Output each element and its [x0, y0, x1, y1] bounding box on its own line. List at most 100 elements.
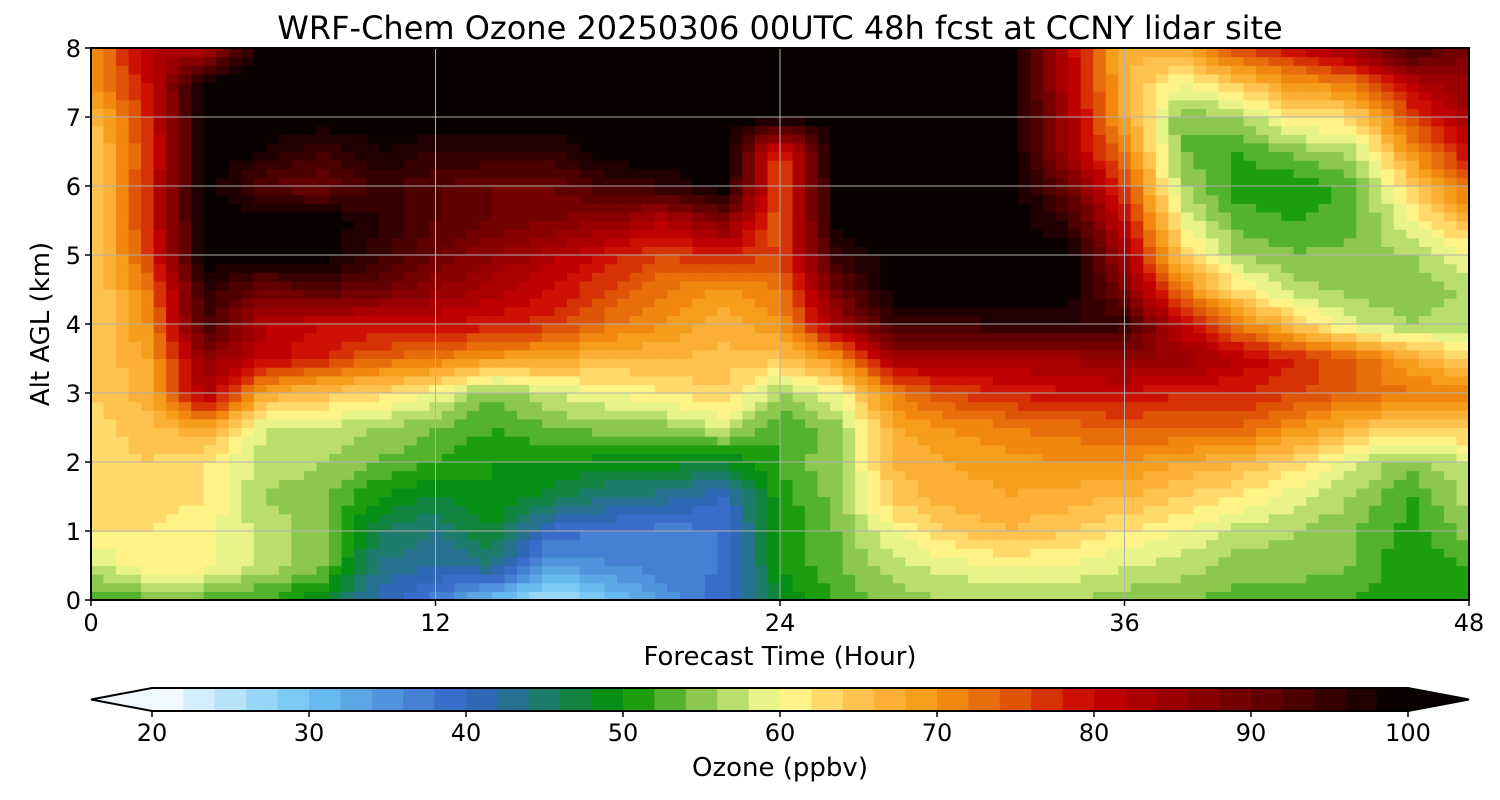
heat-cell: [128, 548, 142, 558]
heat-cell: [379, 513, 393, 523]
heat-cell: [128, 496, 142, 506]
heat-cell: [541, 367, 556, 377]
heat-cell: [291, 393, 305, 403]
heat-cell: [1105, 220, 1119, 230]
heat-cell: [203, 427, 217, 437]
heat-cell: [1168, 255, 1182, 265]
heat-cell: [1456, 513, 1469, 523]
heat-cell: [1393, 470, 1407, 480]
heat-cell: [1443, 531, 1458, 541]
heat-cell: [141, 246, 155, 256]
heat-cell: [729, 246, 744, 256]
heat-cell: [1043, 289, 1057, 299]
heat-cell: [654, 470, 668, 480]
heat-cell: [216, 453, 230, 463]
heat-cell: [817, 565, 831, 575]
heat-cell: [792, 453, 806, 463]
heat-cell: [166, 505, 180, 515]
heat-cell: [579, 246, 593, 256]
heat-cell: [1093, 427, 1107, 437]
heat-cell: [780, 582, 794, 592]
heat-cell: [567, 418, 581, 429]
heat-cell: [266, 565, 280, 575]
heat-cell: [291, 453, 305, 463]
heat-cell: [441, 341, 455, 351]
heat-cell: [1293, 591, 1307, 600]
heat-cell: [241, 531, 255, 541]
heat-cell: [1043, 255, 1057, 265]
heat-cell: [567, 315, 581, 325]
heat-cell: [592, 203, 606, 213]
heat-cell: [1418, 591, 1433, 600]
heat-cell: [592, 427, 606, 437]
heat-cell: [379, 280, 393, 291]
heat-cell: [905, 487, 919, 498]
heat-cell: [1205, 237, 1220, 247]
heat-cell: [166, 591, 180, 600]
heat-cell: [729, 410, 744, 420]
heat-cell: [717, 574, 731, 584]
heat-cell: [1356, 246, 1370, 256]
heat-cell: [391, 298, 405, 308]
heat-cell: [1018, 393, 1032, 403]
heat-cell: [679, 255, 693, 265]
heat-cell: [905, 591, 919, 600]
heat-cell: [892, 358, 906, 368]
heat-cell: [366, 574, 380, 584]
heat-cell: [830, 496, 844, 506]
heat-cell: [228, 410, 242, 420]
heat-cell: [604, 280, 618, 291]
heat-cell: [1456, 211, 1469, 222]
heat-cell: [1456, 375, 1469, 385]
heat-cell: [679, 479, 693, 489]
heat-cell: [1105, 436, 1119, 446]
heat-cell: [253, 565, 267, 575]
heat-cell: [1080, 358, 1094, 368]
heat-cell: [1393, 548, 1407, 558]
heat-cell: [329, 427, 343, 437]
heat-cell: [1331, 358, 1345, 368]
heat-cell: [592, 436, 606, 446]
heat-cell: [792, 358, 806, 368]
heat-cell: [91, 556, 105, 567]
heat-cell: [1068, 229, 1082, 239]
heat-cell: [1331, 522, 1345, 532]
heat-cell: [366, 220, 380, 230]
heat-cell: [454, 582, 468, 592]
heat-cell: [128, 220, 142, 230]
heat-cell: [1268, 444, 1282, 454]
heat-cell: [479, 203, 493, 213]
heat-cell: [967, 539, 982, 549]
heat-cell: [1393, 246, 1407, 256]
heat-cell: [454, 470, 468, 480]
heat-cell: [567, 565, 581, 575]
heat-cell: [529, 565, 543, 575]
heat-cell: [892, 289, 906, 299]
heat-cell: [880, 591, 894, 600]
heat-cell: [992, 306, 1007, 316]
heat-cell: [717, 444, 731, 454]
heat-cell: [967, 548, 982, 558]
heat-cell: [1343, 505, 1357, 515]
heat-cell: [567, 444, 581, 454]
heat-cell: [1306, 444, 1320, 454]
heat-cell: [729, 341, 744, 351]
heat-cell: [679, 237, 693, 247]
heat-cell: [1193, 237, 1207, 247]
heat-cell: [742, 582, 756, 592]
heat-cell: [905, 375, 919, 385]
heat-cell: [1268, 263, 1282, 273]
heat-cell: [767, 263, 781, 273]
heat-cell: [541, 427, 556, 437]
heat-cell: [704, 513, 718, 523]
heat-cell: [278, 462, 293, 472]
heat-cell: [1143, 479, 1157, 489]
heat-cell: [855, 436, 869, 446]
heat-cell: [316, 479, 330, 489]
heat-cell: [216, 246, 230, 256]
heat-cell: [805, 453, 819, 463]
heat-cell: [1230, 349, 1245, 360]
heat-cell: [554, 531, 568, 541]
heat-cell: [1143, 591, 1157, 600]
heat-cell: [1343, 444, 1357, 454]
